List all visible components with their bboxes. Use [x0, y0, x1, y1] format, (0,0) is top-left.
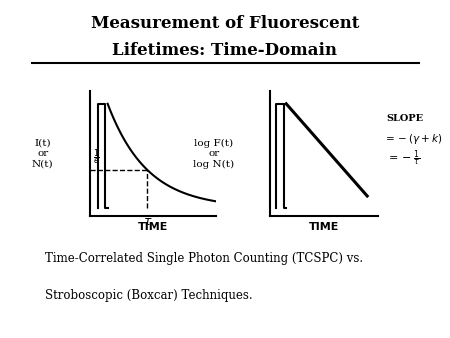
Text: I(t)
or
N(t): I(t) or N(t)	[32, 139, 54, 169]
Text: SLOPE: SLOPE	[386, 114, 423, 123]
Text: Stroboscopic (Boxcar) Techniques.: Stroboscopic (Boxcar) Techniques.	[45, 289, 252, 302]
X-axis label: TIME: TIME	[138, 222, 168, 232]
Text: Time-Correlated Single Photon Counting (TCSPC) vs.: Time-Correlated Single Photon Counting (…	[45, 252, 363, 265]
Text: Lifetimes: Time-Domain: Lifetimes: Time-Domain	[112, 42, 338, 59]
Text: $\tau$: $\tau$	[144, 215, 153, 228]
Text: $\frac{1}{e}$: $\frac{1}{e}$	[93, 147, 99, 168]
Text: $= -(\gamma + k)$: $= -(\gamma + k)$	[383, 131, 443, 146]
Text: Measurement of Fluorescent: Measurement of Fluorescent	[91, 15, 359, 32]
Text: $= -\frac{1}{\tau}$: $= -\frac{1}{\tau}$	[386, 149, 420, 169]
Text: log F(t)
or
log N(t): log F(t) or log N(t)	[193, 139, 234, 169]
X-axis label: TIME: TIME	[309, 222, 339, 232]
